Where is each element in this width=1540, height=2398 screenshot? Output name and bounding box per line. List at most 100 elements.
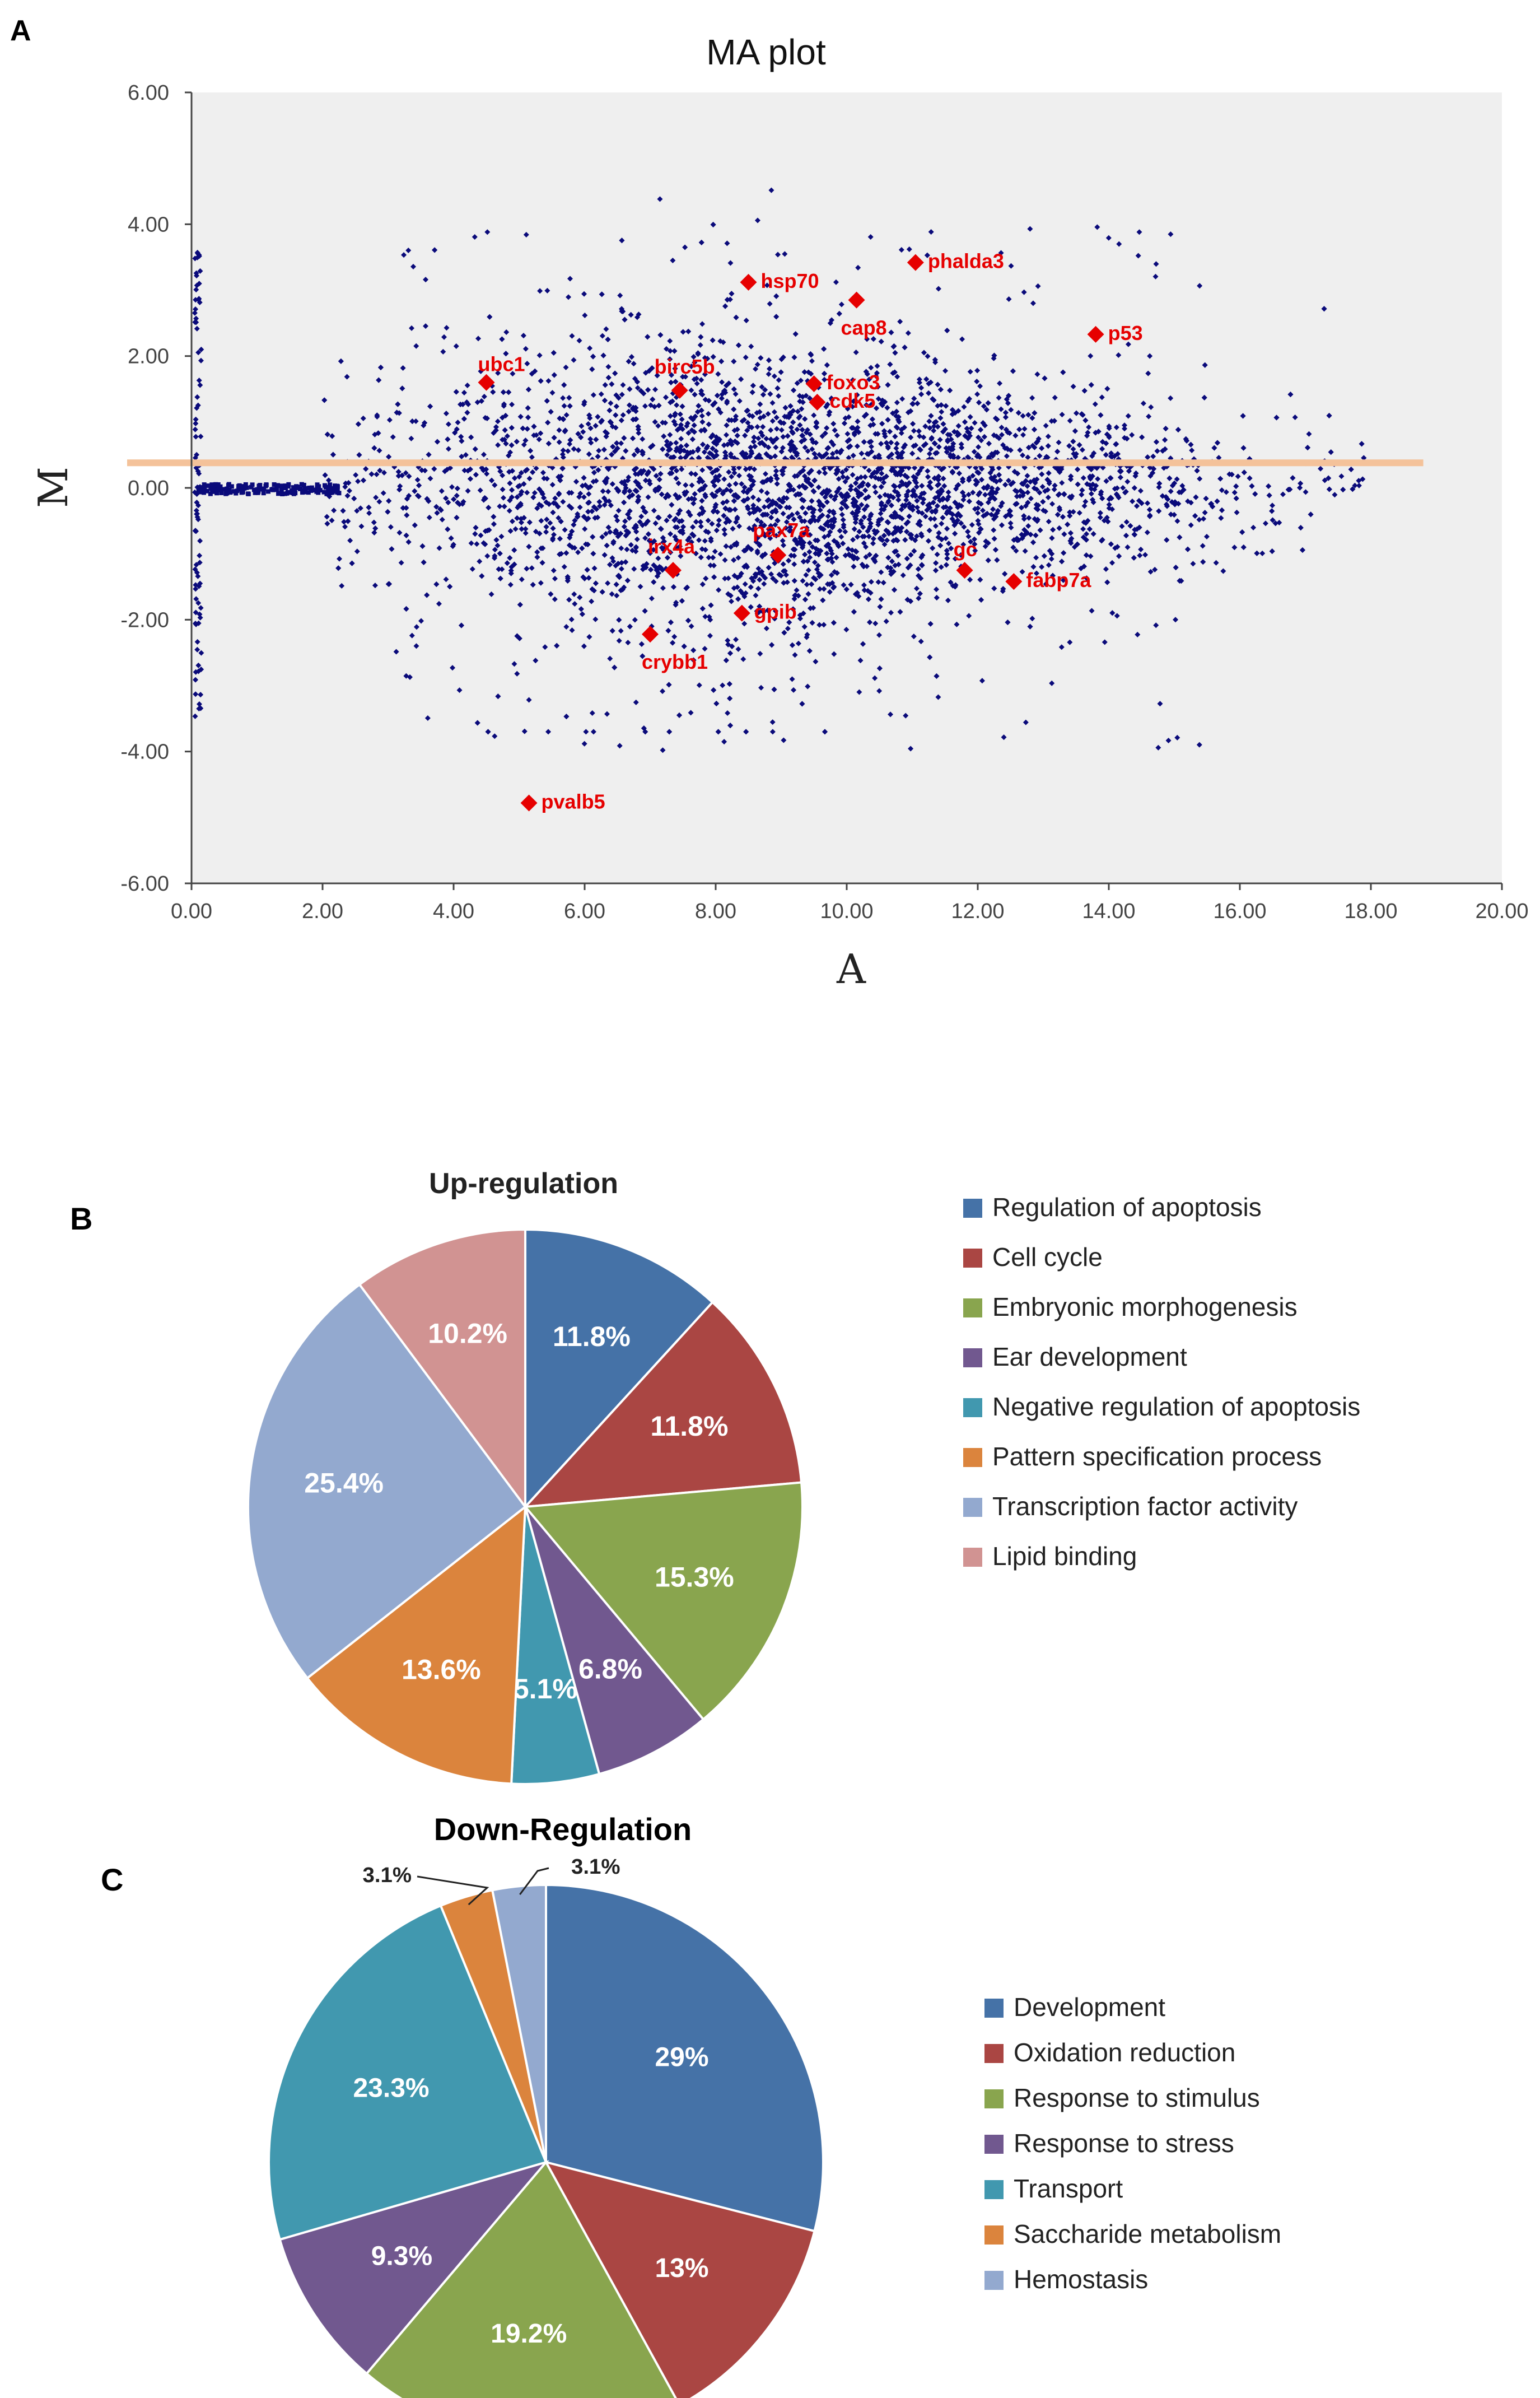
ma-point: [1214, 498, 1220, 504]
ma-point: [606, 498, 612, 504]
ma-point: [705, 411, 711, 417]
ma-point: [484, 415, 490, 421]
ma-point: [838, 534, 844, 540]
ma-point: [590, 478, 596, 485]
ma-point: [668, 550, 674, 556]
ma-point: [976, 529, 982, 536]
ma-point: [589, 508, 595, 514]
ma-point: [591, 469, 597, 476]
ma-point: [461, 467, 468, 473]
ma-point: [799, 427, 805, 433]
ma-point: [894, 399, 900, 406]
ma-point: [612, 530, 618, 536]
ma-point: [698, 523, 704, 529]
ma-point: [925, 468, 931, 474]
ma-point: [1008, 481, 1014, 487]
ma-point: [774, 426, 780, 432]
ma-point: [841, 582, 847, 588]
ma-point: [870, 541, 876, 547]
ma-point: [768, 427, 774, 433]
ma-point: [816, 622, 823, 628]
ma-point: [841, 420, 847, 426]
ma-point: [1056, 439, 1062, 445]
ma-point: [552, 596, 558, 602]
ma-point: [683, 585, 689, 592]
ma-point: [954, 501, 960, 507]
ma-point: [1134, 503, 1140, 509]
ma-point: [560, 395, 566, 401]
ma-point: [487, 314, 493, 320]
ma-point: [339, 583, 345, 589]
ma-point: [419, 467, 425, 473]
ma-point: [563, 364, 569, 370]
ma-point: [577, 594, 583, 600]
ma-point: [1032, 410, 1038, 416]
ma-point: [948, 546, 954, 552]
ma-point: [800, 394, 806, 400]
ma-point: [1020, 413, 1026, 419]
ma-point: [848, 483, 854, 490]
ma-point: [748, 584, 754, 590]
ma-point: [879, 471, 885, 477]
ma-point: [524, 361, 530, 367]
ma-point: [765, 411, 771, 417]
ma-point: [790, 606, 796, 612]
ma-point: [885, 382, 891, 388]
ma-point: [568, 616, 575, 622]
ma-point: [550, 567, 557, 574]
ma-point: [342, 484, 348, 490]
ma-point: [681, 643, 687, 649]
ma-point: [749, 413, 755, 420]
ma-point: [774, 517, 781, 523]
ma-point: [716, 522, 722, 528]
ma-point: [640, 653, 646, 659]
ma-point: [324, 431, 330, 437]
ma-point: [1008, 524, 1014, 530]
ma-point: [482, 495, 488, 501]
ma-point: [731, 406, 737, 412]
ma-point: [940, 515, 946, 521]
ma-point: [925, 538, 931, 544]
ma-point: [463, 452, 469, 458]
ma-point: [1305, 445, 1311, 451]
ma-point: [1034, 371, 1040, 378]
ma-point: [453, 389, 459, 395]
ma-point: [1020, 452, 1026, 458]
ma-point: [1359, 441, 1365, 447]
ma-point: [926, 483, 932, 489]
ma-point: [366, 510, 372, 516]
ma-point: [673, 440, 679, 446]
ma-point: [1056, 525, 1062, 531]
ma-point: [740, 590, 746, 597]
ma-point: [908, 598, 914, 604]
ma-point: [659, 688, 665, 695]
ma-point: [872, 620, 879, 626]
ma-point: [453, 343, 459, 350]
ma-point: [985, 557, 991, 564]
ma-point: [760, 423, 766, 430]
ma-point: [560, 499, 566, 505]
ma-point: [1231, 490, 1238, 496]
ma-point: [408, 435, 414, 441]
ma-point: [824, 499, 830, 505]
ma-point: [465, 488, 471, 494]
ma-point: [870, 336, 876, 342]
ma-point: [1088, 491, 1094, 497]
ma-point: [610, 540, 617, 546]
ma-point: [403, 532, 409, 538]
ma-point: [813, 551, 819, 557]
ma-point: [878, 510, 884, 516]
ma-point: [345, 518, 351, 524]
ma-point: [1099, 537, 1105, 543]
ma-point: [889, 451, 895, 458]
ma-point: [770, 575, 776, 581]
ma-point: [1070, 439, 1076, 445]
ma-point: [580, 429, 586, 435]
ma-point: [1223, 489, 1229, 495]
ma-point: [750, 482, 756, 488]
ma-point: [595, 467, 601, 473]
ma-point: [856, 593, 862, 599]
ma-point: [836, 543, 842, 550]
ma-point: [822, 376, 828, 383]
ma-point: [1068, 476, 1074, 482]
